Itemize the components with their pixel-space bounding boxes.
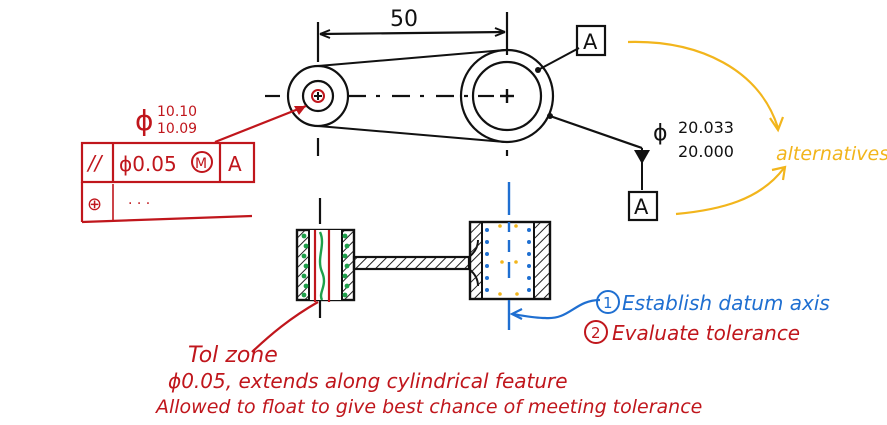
- small-hole-callout: ϕ 10.10 10.09: [135, 104, 307, 144]
- step1-number: 1: [603, 294, 613, 312]
- steps-annotation: 1 Establish datum axis 2 Evaluate tolera…: [509, 290, 830, 345]
- alternatives-label: alternatives: [776, 143, 887, 165]
- fcf-parallelism-symbol: //: [86, 151, 104, 175]
- step1-text: Establish datum axis: [622, 291, 830, 315]
- large-boss-outer: [459, 48, 555, 144]
- fcf-ellipsis: · · ·: [128, 196, 150, 212]
- large-hole-lower-limit: 20.000: [678, 142, 734, 161]
- tol-zone-line1: ϕ0.05, extends along cylindrical feature: [168, 369, 568, 393]
- tol-zone-title: Tol zone: [188, 343, 278, 368]
- datum-a-bottom-label: A: [634, 195, 649, 219]
- dimension-50: 50: [316, 7, 509, 62]
- section-view: [295, 182, 552, 330]
- step2-number: 2: [591, 324, 601, 342]
- large-hole-diameter-symbol: ϕ: [653, 121, 668, 146]
- axis-points: [498, 224, 519, 296]
- fcf-tolerance-value: ϕ0.05: [119, 152, 177, 176]
- fcf-datum-reference: A: [228, 152, 242, 176]
- small-hole-lower-limit: 10.09: [157, 121, 197, 137]
- small-hole: [301, 79, 335, 113]
- fcf-mmc-modifier: M: [195, 156, 207, 172]
- tol-zone-line2: Allowed to float to give best chance of …: [154, 396, 702, 418]
- measured-surface-points: [301, 233, 350, 298]
- dimension-value: 50: [390, 7, 418, 32]
- alternatives-annotation: alternatives: [627, 40, 887, 216]
- large-hole-upper-limit: 20.033: [678, 118, 734, 137]
- center-line: [265, 94, 509, 156]
- step2-text: Evaluate tolerance: [612, 321, 800, 345]
- datum-a-top: A: [535, 24, 607, 73]
- tol-zone-note: Tol zone ϕ0.05, extends along cylindrica…: [154, 301, 702, 418]
- small-hole-diameter-symbol: ϕ: [135, 104, 153, 137]
- web-edge-top: [317, 49, 506, 67]
- datum-a-top-label: A: [583, 30, 598, 54]
- large-hole: [471, 60, 543, 132]
- small-hole-upper-limit: 10.10: [157, 104, 197, 120]
- web-edge-bottom: [317, 125, 506, 143]
- datum-a-bottom: A: [627, 190, 659, 222]
- large-hole-callout: ϕ 20.033 20.000: [547, 113, 734, 190]
- top-view: 50 A: [265, 7, 887, 222]
- web-section: [352, 255, 471, 271]
- small-hole-marker: [311, 89, 325, 103]
- datum-surface-points: [485, 228, 531, 292]
- fcf-position-symbol: ⊕: [87, 194, 102, 215]
- feature-control-frame: // ϕ0.05 M A ⊕ · · ·: [80, 141, 256, 224]
